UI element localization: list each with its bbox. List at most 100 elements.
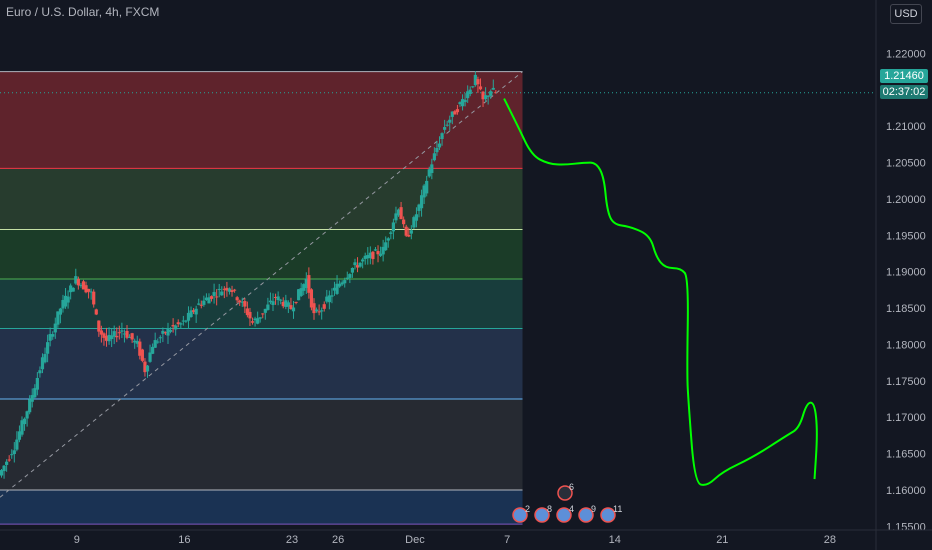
drawn-projection-path[interactable] bbox=[504, 99, 817, 485]
candle-156[interactable] bbox=[399, 207, 402, 219]
candle-159[interactable] bbox=[407, 235, 410, 237]
candle-61[interactable] bbox=[156, 342, 159, 343]
candle-152[interactable] bbox=[389, 232, 392, 233]
candle-174[interactable] bbox=[446, 125, 449, 126]
candle-97[interactable] bbox=[248, 312, 251, 318]
candle-187[interactable] bbox=[479, 86, 482, 89]
candle-10[interactable] bbox=[26, 411, 29, 418]
candle-2[interactable] bbox=[5, 462, 8, 465]
candle-92[interactable] bbox=[236, 297, 239, 300]
candle-141[interactable] bbox=[361, 259, 364, 261]
candle-30[interactable] bbox=[77, 279, 80, 285]
candle-14[interactable] bbox=[36, 378, 39, 390]
candle-21[interactable] bbox=[54, 324, 57, 333]
candle-181[interactable] bbox=[464, 100, 467, 102]
candle-124[interactable] bbox=[318, 311, 321, 312]
candle-160[interactable] bbox=[410, 230, 413, 233]
candle-157[interactable] bbox=[402, 220, 405, 225]
candle-57[interactable] bbox=[146, 366, 149, 372]
candle-158[interactable] bbox=[405, 227, 408, 236]
candle-104[interactable] bbox=[266, 305, 269, 310]
candle-102[interactable] bbox=[261, 313, 264, 314]
candle-46[interactable] bbox=[118, 332, 121, 333]
candle-55[interactable] bbox=[141, 350, 144, 361]
candle-162[interactable] bbox=[415, 214, 418, 220]
candle-168[interactable] bbox=[430, 164, 433, 173]
candle-178[interactable] bbox=[456, 109, 459, 112]
candle-166[interactable] bbox=[425, 181, 428, 193]
candle-184[interactable] bbox=[471, 86, 474, 87]
currency-button[interactable]: USD bbox=[890, 4, 922, 24]
candle-47[interactable] bbox=[120, 330, 123, 331]
candle-175[interactable] bbox=[448, 120, 451, 123]
candle-171[interactable] bbox=[438, 144, 441, 148]
candle-123[interactable] bbox=[315, 310, 318, 312]
candle-126[interactable] bbox=[323, 304, 326, 309]
candle-114[interactable] bbox=[292, 308, 295, 312]
candle-79[interactable] bbox=[202, 301, 205, 305]
candle-122[interactable] bbox=[312, 303, 315, 313]
candle-169[interactable] bbox=[433, 153, 436, 160]
candle-9[interactable] bbox=[23, 419, 26, 424]
candle-5[interactable] bbox=[13, 450, 16, 454]
candle-58[interactable] bbox=[148, 353, 151, 362]
candle-45[interactable] bbox=[115, 336, 118, 337]
candle-78[interactable] bbox=[200, 305, 203, 306]
candle-1[interactable] bbox=[2, 466, 5, 471]
candle-23[interactable] bbox=[59, 309, 62, 315]
candle-151[interactable] bbox=[387, 238, 390, 240]
candle-170[interactable] bbox=[435, 148, 438, 152]
candle-85[interactable] bbox=[218, 289, 221, 290]
candle-190[interactable] bbox=[487, 96, 490, 97]
candle-38[interactable] bbox=[97, 321, 100, 332]
candle-72[interactable] bbox=[184, 321, 187, 322]
candle-192[interactable] bbox=[492, 88, 495, 90]
candle-18[interactable] bbox=[46, 342, 49, 354]
candle-134[interactable] bbox=[343, 280, 346, 283]
candle-59[interactable] bbox=[151, 347, 154, 354]
candle-140[interactable] bbox=[358, 263, 361, 267]
candle-109[interactable] bbox=[279, 300, 282, 301]
candle-115[interactable] bbox=[294, 302, 297, 303]
candle-191[interactable] bbox=[489, 91, 492, 96]
candle-136[interactable] bbox=[348, 274, 351, 278]
candle-28[interactable] bbox=[72, 288, 75, 292]
candle-86[interactable] bbox=[220, 292, 223, 296]
candle-146[interactable] bbox=[374, 249, 377, 250]
candle-186[interactable] bbox=[476, 79, 479, 84]
candle-66[interactable] bbox=[169, 330, 172, 332]
candle-62[interactable] bbox=[159, 337, 162, 338]
candle-137[interactable] bbox=[351, 268, 354, 273]
candle-26[interactable] bbox=[66, 297, 69, 303]
candle-83[interactable] bbox=[212, 292, 215, 296]
candle-183[interactable] bbox=[469, 90, 472, 94]
candle-172[interactable] bbox=[440, 133, 443, 139]
candle-51[interactable] bbox=[131, 333, 134, 339]
candle-82[interactable] bbox=[210, 296, 213, 299]
candle-106[interactable] bbox=[271, 301, 274, 305]
candle-101[interactable] bbox=[259, 317, 262, 318]
candle-20[interactable] bbox=[51, 334, 54, 337]
candle-3[interactable] bbox=[8, 460, 11, 461]
candle-6[interactable] bbox=[15, 440, 18, 450]
candle-98[interactable] bbox=[251, 321, 254, 322]
candle-17[interactable] bbox=[43, 354, 46, 362]
candle-36[interactable] bbox=[92, 292, 95, 305]
candle-150[interactable] bbox=[384, 242, 387, 250]
candle-84[interactable] bbox=[215, 296, 218, 297]
candle-77[interactable] bbox=[197, 303, 200, 304]
candle-34[interactable] bbox=[87, 289, 90, 292]
candle-15[interactable] bbox=[38, 370, 41, 373]
candle-91[interactable] bbox=[233, 290, 236, 291]
candle-153[interactable] bbox=[392, 222, 395, 231]
candle-37[interactable] bbox=[95, 309, 98, 314]
candle-68[interactable] bbox=[174, 326, 177, 330]
candle-49[interactable] bbox=[125, 331, 128, 338]
candle-76[interactable] bbox=[195, 309, 198, 315]
candle-70[interactable] bbox=[179, 323, 182, 324]
candle-129[interactable] bbox=[330, 295, 333, 296]
candle-138[interactable] bbox=[353, 262, 356, 265]
candle-145[interactable] bbox=[371, 252, 374, 259]
candle-125[interactable] bbox=[320, 310, 323, 311]
